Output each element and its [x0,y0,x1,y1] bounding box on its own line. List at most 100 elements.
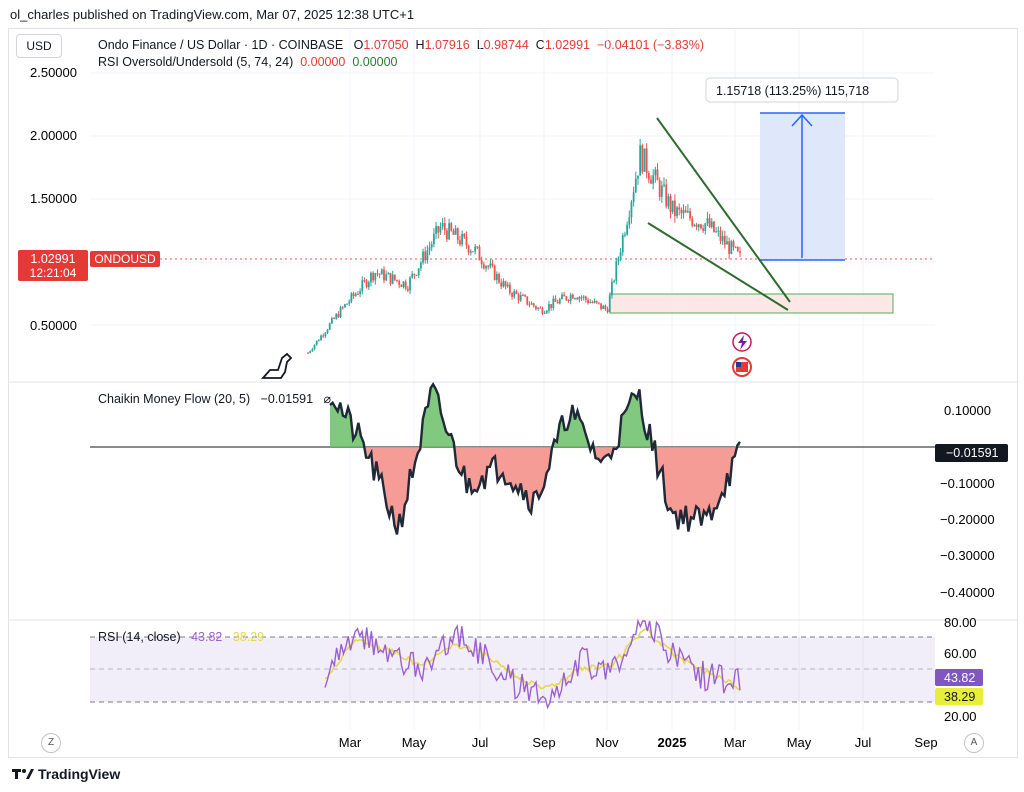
time-axis: Mar May Jul Sep Nov 2025 Mar May Jul Sep [339,735,938,750]
candle-body [643,148,646,172]
candle-body [511,293,513,297]
wedge-upper-line[interactable] [656,117,791,303]
auto-scale-button[interactable]: A [964,733,984,753]
candle-body [728,241,731,254]
flag-canton-icon [736,362,741,367]
candle-body [424,251,427,261]
cmf-title[interactable]: Chaikin Money Flow (20, 5) [98,392,251,406]
cmf-value: −0.01591 [260,392,314,406]
candle-body [341,307,344,309]
candle-body [580,297,583,299]
candle-body [508,284,511,294]
open-value: 1.07050 [363,38,409,52]
dino-logo-icon [261,352,293,379]
candle-body [370,272,372,283]
current-price-tag-value: 1.02991 [30,252,75,266]
cmf-positive-area [330,384,740,447]
candle-body [584,296,587,300]
candle-body [615,261,618,281]
price-axis-label: 2.50000 [30,65,77,80]
candle-body [339,307,342,318]
currency-button[interactable]: USD [16,34,62,58]
candle-body [346,303,348,305]
candle-body [593,300,596,303]
candle-body [689,211,691,219]
candle-body [550,304,553,309]
time-label: May [402,735,427,750]
candle-body [491,263,494,266]
candle-body [378,273,381,275]
candle-body [396,279,398,281]
symbol-title[interactable]: Ondo Finance / US Dollar · 1D · COINBASE [98,38,344,52]
lightning-icon [738,335,747,350]
log-scale-button[interactable]: Z [41,733,61,753]
cmf-axis-label: 0.10000 [944,403,991,418]
candle-body [385,274,388,281]
candle-body [645,148,648,174]
price-axis-label: 0.50000 [30,318,77,333]
candle-body [682,210,685,214]
candle-body [387,272,390,275]
candle-body [443,223,446,231]
time-label: Jul [855,735,872,750]
indicator-legend: RSI Oversold/Undersold (5, 74, 24) 0.000… [98,55,398,69]
support-zone[interactable] [609,293,894,314]
rsi-title[interactable]: RSI (14, close) [98,630,181,644]
candle-body [478,246,481,261]
candle-body [320,335,322,341]
candle-body [617,258,620,262]
rsi-ma-tag-value: 38.29 [944,690,975,704]
candle-body [569,294,572,302]
candle-body [554,298,557,302]
candle-body [589,301,592,304]
candle-body [700,224,702,229]
price-axis-label: 2.00000 [30,128,77,143]
rsi-legend: RSI (14, close) 43.82 38.29 [98,630,264,644]
low-value: 0.98744 [483,38,529,52]
candle-body [656,169,659,181]
candle-body [671,200,674,212]
candle-body [665,184,668,207]
candle-body [702,228,704,231]
candle-body [574,298,576,300]
candle-body [502,281,505,287]
candle-body [315,340,318,345]
rsi-tag [935,669,983,686]
candle-body [695,224,698,228]
candle-body [515,291,518,294]
wedge-lower-line[interactable] [647,222,789,311]
candle-body [337,313,340,318]
candle-body [713,221,715,232]
candle-body [469,251,472,253]
current-price-tag [18,250,88,281]
measure-label: 1.15718 (113.25%) 115,718 [716,84,869,98]
time-label: 2025 [658,735,687,750]
candle-body [639,145,642,176]
candle-body [506,284,509,287]
tv-logo-icon [12,769,34,779]
candle-body [565,296,568,300]
time-label: Mar [339,735,362,750]
candle-body [535,306,537,309]
candle-body [326,329,329,333]
cmf-axis-label: −0.40000 [940,585,995,600]
candle-body [522,295,524,297]
indicator-name[interactable]: RSI Oversold/Undersold (5, 74, 24) [98,55,294,69]
candle-body [654,169,657,176]
candle-body [350,293,353,302]
candle-body [352,293,355,296]
candle-body [467,245,470,253]
rsi-value: 43.82 [191,630,223,644]
close-value: 1.02991 [544,38,591,52]
candles [307,139,741,354]
hidden-icon[interactable]: ⌀ [323,392,332,406]
cmf-axis-label: −0.10000 [940,476,995,491]
candle-body [307,352,309,354]
candle-body [706,218,709,224]
candle-body [676,207,678,217]
candle-body [389,272,392,284]
candle-body [402,281,405,287]
candle-body [357,293,359,295]
candle-body [493,265,496,280]
